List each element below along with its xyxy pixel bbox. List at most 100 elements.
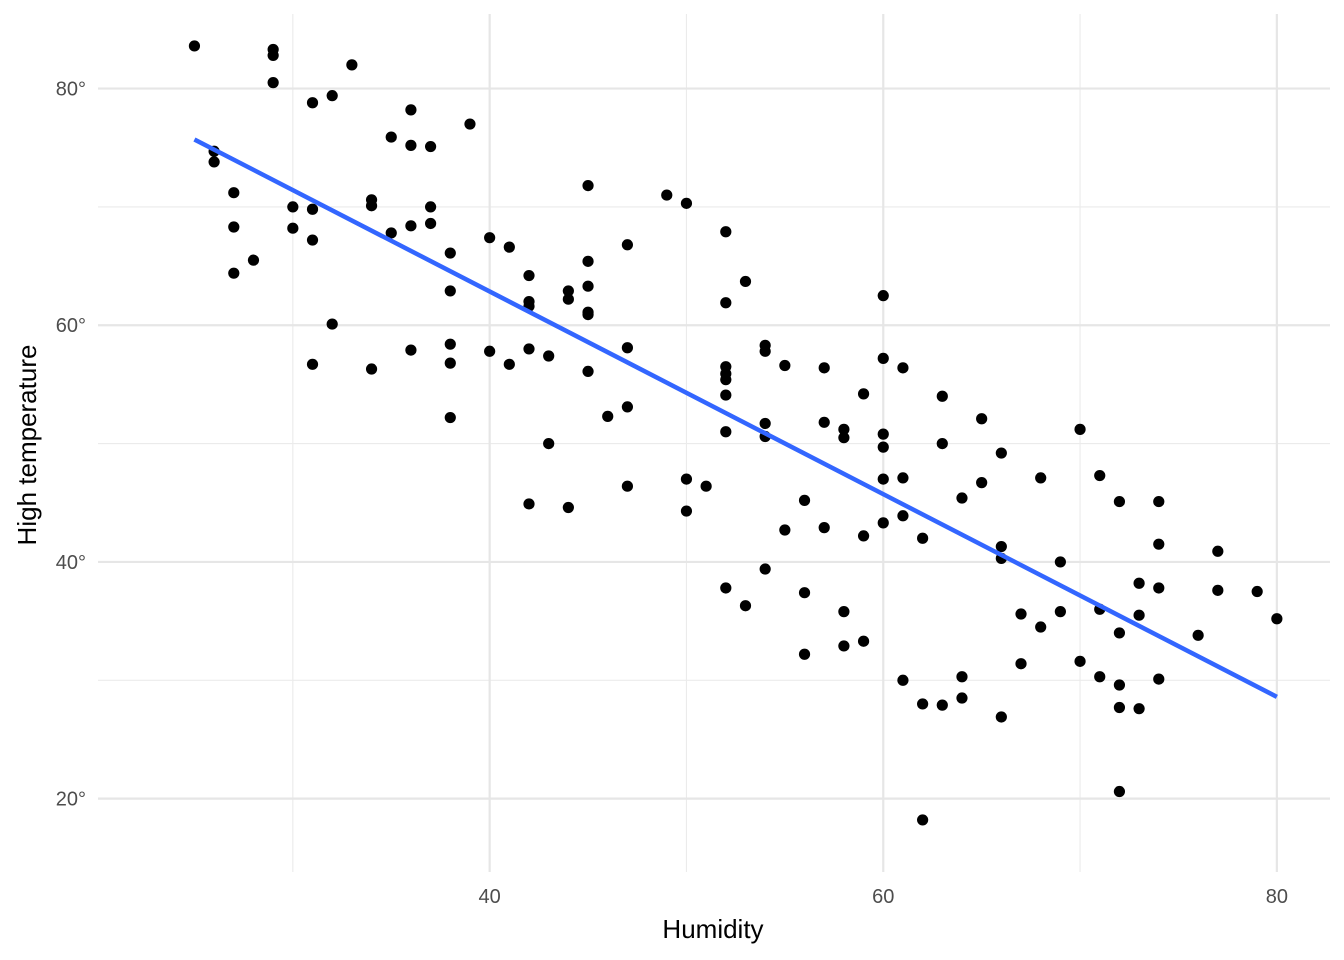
data-point bbox=[661, 189, 673, 201]
data-point bbox=[759, 345, 771, 357]
data-point bbox=[838, 423, 850, 435]
data-point bbox=[484, 345, 496, 357]
data-point bbox=[857, 635, 870, 647]
data-point bbox=[621, 239, 634, 251]
data-point bbox=[1153, 673, 1165, 685]
data-point bbox=[464, 118, 476, 130]
data-point bbox=[306, 97, 319, 109]
data-point bbox=[444, 357, 456, 369]
data-point bbox=[680, 197, 693, 209]
data-point bbox=[444, 247, 456, 259]
data-point bbox=[405, 139, 417, 151]
data-point bbox=[976, 413, 988, 425]
data-point bbox=[680, 473, 693, 485]
data-point bbox=[582, 308, 594, 321]
data-point bbox=[523, 269, 535, 282]
data-point bbox=[247, 254, 260, 266]
y-tick-label: 80° bbox=[56, 79, 86, 101]
data-point bbox=[1133, 703, 1145, 715]
data-point bbox=[877, 428, 889, 440]
data-point bbox=[425, 140, 437, 153]
data-point bbox=[1192, 629, 1204, 641]
data-point bbox=[444, 411, 456, 424]
data-point bbox=[1153, 495, 1165, 508]
data-point bbox=[995, 447, 1007, 459]
data-point bbox=[739, 600, 752, 612]
data-point bbox=[956, 671, 968, 683]
data-point bbox=[188, 40, 201, 52]
data-point bbox=[700, 480, 712, 492]
data-point bbox=[503, 358, 515, 370]
fit-line-layer bbox=[193, 137, 1278, 699]
data-point bbox=[720, 582, 732, 594]
data-point bbox=[1035, 472, 1047, 484]
y-axis-title: High temperature bbox=[12, 345, 42, 546]
data-point bbox=[936, 390, 948, 402]
data-point bbox=[857, 530, 870, 542]
data-point bbox=[759, 417, 771, 430]
data-point bbox=[798, 494, 811, 506]
data-point bbox=[385, 227, 397, 239]
data-point bbox=[385, 131, 397, 143]
data-point bbox=[523, 343, 535, 355]
data-point bbox=[365, 363, 378, 375]
data-point bbox=[267, 77, 279, 89]
data-point bbox=[779, 359, 791, 372]
data-point bbox=[1133, 609, 1145, 621]
data-points bbox=[188, 40, 1283, 826]
data-point bbox=[602, 410, 614, 422]
fit-line bbox=[193, 137, 1278, 699]
data-point bbox=[917, 698, 929, 710]
x-axis-ticks: 40 60 80 bbox=[479, 886, 1288, 908]
data-point bbox=[897, 362, 909, 374]
data-point bbox=[976, 477, 988, 489]
data-point bbox=[877, 473, 889, 485]
y-tick-label: 60° bbox=[56, 315, 86, 337]
x-tick-label: 40 bbox=[479, 886, 501, 908]
data-point bbox=[1015, 608, 1027, 620]
data-point bbox=[917, 532, 929, 544]
data-point bbox=[720, 297, 732, 309]
data-point bbox=[425, 217, 437, 230]
data-point bbox=[956, 692, 968, 704]
data-point bbox=[523, 498, 535, 510]
data-point bbox=[897, 510, 909, 522]
data-point bbox=[1113, 495, 1126, 508]
data-point bbox=[287, 201, 299, 213]
y-tick-label: 40° bbox=[56, 552, 86, 574]
data-point bbox=[208, 156, 220, 168]
x-tick-label: 60 bbox=[872, 886, 894, 908]
data-point bbox=[346, 59, 358, 71]
data-point bbox=[326, 318, 338, 330]
data-point bbox=[228, 187, 240, 199]
data-point bbox=[425, 201, 437, 213]
data-point bbox=[838, 640, 850, 652]
data-point bbox=[995, 711, 1007, 723]
grid bbox=[98, 14, 1330, 872]
data-point bbox=[444, 338, 456, 350]
data-point bbox=[1113, 701, 1126, 714]
data-point bbox=[405, 220, 417, 232]
data-point bbox=[897, 472, 909, 484]
data-point bbox=[720, 226, 732, 238]
data-point bbox=[877, 290, 889, 302]
data-point bbox=[543, 437, 555, 450]
data-point bbox=[1074, 655, 1086, 667]
data-point bbox=[720, 374, 732, 386]
data-point bbox=[1054, 556, 1066, 568]
y-tick-label: 20° bbox=[56, 789, 86, 811]
data-point bbox=[1074, 423, 1086, 435]
data-point bbox=[1113, 627, 1126, 639]
data-point bbox=[562, 501, 574, 514]
data-point bbox=[306, 203, 319, 215]
x-tick-label: 80 bbox=[1266, 886, 1288, 908]
data-point bbox=[818, 522, 830, 534]
data-point bbox=[405, 104, 417, 116]
data-point bbox=[621, 480, 634, 492]
data-point bbox=[680, 505, 693, 517]
data-point bbox=[877, 517, 889, 529]
data-point bbox=[1212, 545, 1224, 557]
data-point bbox=[936, 699, 948, 711]
data-point bbox=[917, 814, 929, 826]
